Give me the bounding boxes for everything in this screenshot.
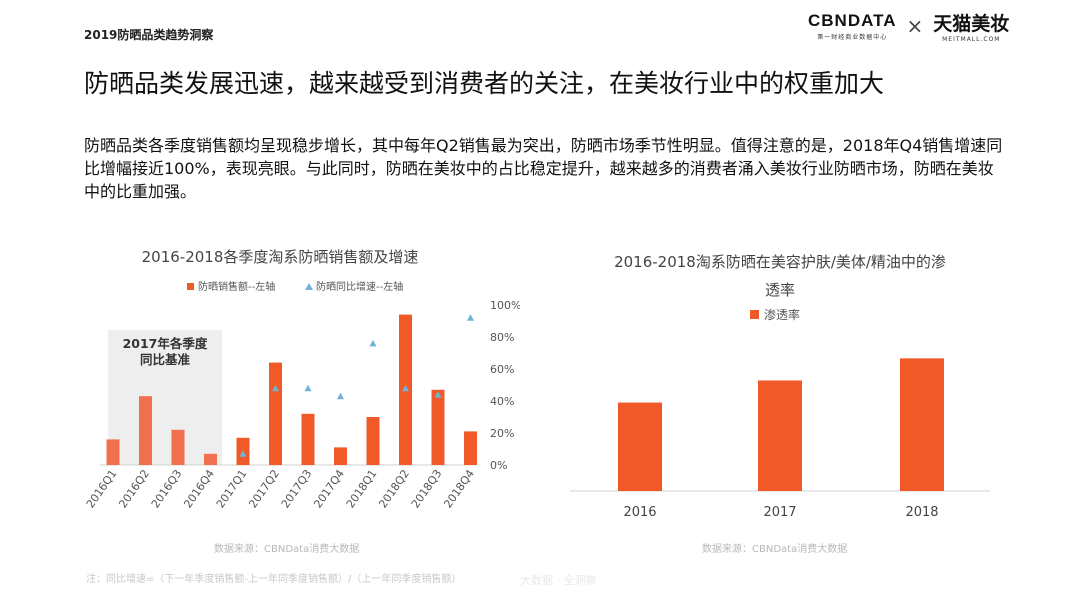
chart1-xtick-label: 2018Q3 — [409, 467, 445, 510]
footnote: 注：同比增速=（下一年季度销售额-上一年同季度销售额）/（上一年同季度销售额） — [86, 574, 462, 585]
chart2-legend-label: 渗透率 — [764, 307, 800, 322]
chart1-legend-marker-label: 防晒同比增速--左轴 — [316, 280, 403, 293]
chart1-growth-marker-2017Q2 — [272, 384, 279, 392]
chart2-legend: 渗透率 — [750, 307, 800, 322]
chart1-xtick-label: 2017Q2 — [246, 467, 282, 510]
chart2-xtick-label: 2018 — [905, 505, 938, 520]
chart1-xtick-label: 2016Q1 — [84, 467, 120, 510]
chart1-xtick-label: 2016Q2 — [116, 467, 152, 510]
chart1-xtick-label: 2018Q4 — [441, 467, 477, 510]
chart1-bar-2018Q4 — [464, 431, 477, 465]
chart1-xtick-label: 2017Q4 — [311, 467, 347, 510]
cbndata-logo-text: CBNDATA — [808, 11, 897, 30]
chart1-xtick-label: 2017Q3 — [279, 467, 315, 510]
summary-paragraph: 防晒品类各季度销售额均呈现稳步增长，其中每年Q2销售最为突出，防晒市场季节性明显… — [84, 136, 1003, 201]
chart1-growth-marker-2017Q4 — [337, 392, 344, 400]
chart1-legend: 防晒销售额--左轴 防晒同比增速--左轴 — [187, 280, 403, 293]
cbndata-logo-subtext: 第一财经商业数据中心 — [817, 34, 888, 41]
chart2-bar-2016 — [618, 402, 662, 491]
chart2-xtick-label: 2016 — [623, 505, 656, 520]
chart1-xtick-label: 2018Q2 — [376, 467, 412, 510]
chart1-bar-2017Q3 — [301, 413, 315, 465]
tmall-logo-subtext: MEITMALL.COM — [942, 36, 1001, 43]
watermark-text: 大数据 · 全洞察 — [520, 574, 597, 587]
page-headline: 防晒品类发展迅速，越来越受到消费者的关注，在美妆行业中的权重加大 — [84, 69, 885, 98]
chart2-bar-2018 — [900, 358, 944, 491]
brand-logos: CBNDATA 第一财经商业数据中心 × 天猫美妆 MEITMALL.COM — [808, 8, 1009, 44]
chart1-xtick-label: 2018Q1 — [344, 467, 380, 510]
chart1-growth-marker-2018Q3 — [434, 391, 442, 398]
chart1-baseline-shade — [108, 330, 222, 465]
chart1-annotation-line-2: 同比基准 — [140, 352, 191, 367]
chart1-right-ytick-label: 40% — [490, 395, 514, 408]
chart1-bar-2018Q3 — [431, 389, 445, 465]
chart1-right-ytick-label: 80% — [490, 331, 514, 344]
tmall-beauty-logo: 天猫美妆 MEITMALL.COM — [933, 9, 1009, 43]
chart1-xtick-label: 2016Q4 — [181, 467, 217, 510]
chart1-bar-2016Q3 — [171, 429, 185, 465]
chart2-penetration-rate: 渗透率 2016 2017 2018 — [570, 307, 990, 520]
chart2-bar-2017 — [758, 380, 802, 491]
chart2-title: 2016-2018淘系防晒在美容护肤/美体/精油中的渗 透率 — [600, 248, 960, 304]
chart1-legend-marker-swatch — [305, 283, 313, 290]
chart2-title-line-2: 透率 — [764, 281, 795, 299]
chart1-growth-marker-2018Q2 — [402, 384, 409, 392]
chart1-title: 2016-2018各季度淘系防晒销售额及增速 — [141, 248, 419, 266]
report-tag: 2019防晒品类趋势洞察 — [84, 28, 214, 42]
chart1-right-ytick-label: 60% — [490, 363, 514, 376]
chart1-bar-2017Q2 — [269, 362, 282, 465]
chart2-xtick-label: 2017 — [763, 505, 796, 520]
chart1-quarterly-sales: 2017年各季度 同比基准 防晒销售额--左轴 防晒同比增速--左轴 2016Q… — [84, 280, 520, 510]
chart1-right-ytick-label: 20% — [490, 427, 514, 440]
chart1-legend-bar-swatch — [187, 283, 194, 290]
chart1-growth-marker-2017Q3 — [304, 384, 312, 392]
chart1-source: 数据来源：CBNData消费大数据 — [214, 544, 360, 555]
chart1-growth-marker-2017Q1 — [239, 450, 247, 457]
chart1-right-ytick-label: 0% — [490, 459, 507, 472]
chart1-growth-marker-2018Q4 — [467, 314, 474, 321]
chart2-title-line-1: 2016-2018淘系防晒在美容护肤/美体/精油中的渗 — [614, 253, 946, 271]
chart1-bar-2018Q1 — [366, 417, 380, 465]
chart2-legend-swatch — [750, 310, 759, 319]
chart1-bar-2016Q4 — [204, 453, 217, 465]
chart1-annotation-line-1: 2017年各季度 — [123, 336, 208, 351]
chart1-xtick-label: 2017Q1 — [214, 467, 250, 510]
cbndata-logo: CBNDATA 第一财经商业数据中心 — [808, 11, 897, 41]
chart1-right-ytick-label: 100% — [490, 299, 520, 312]
chart1-bar-2017Q4 — [334, 447, 347, 465]
chart1-legend-bar-label: 防晒销售额--左轴 — [198, 280, 275, 293]
chart1-bar-2016Q2 — [139, 396, 152, 465]
tmall-logo-text: 天猫美妆 — [933, 13, 1010, 35]
chart1-bar-2016Q1 — [106, 439, 120, 465]
chart2-source: 数据来源：CBNData消费大数据 — [702, 544, 848, 555]
chart1-xtick-label: 2016Q3 — [149, 467, 185, 510]
chart1-growth-marker-2018Q1 — [369, 339, 377, 347]
brand-cross-icon: × — [906, 14, 924, 38]
